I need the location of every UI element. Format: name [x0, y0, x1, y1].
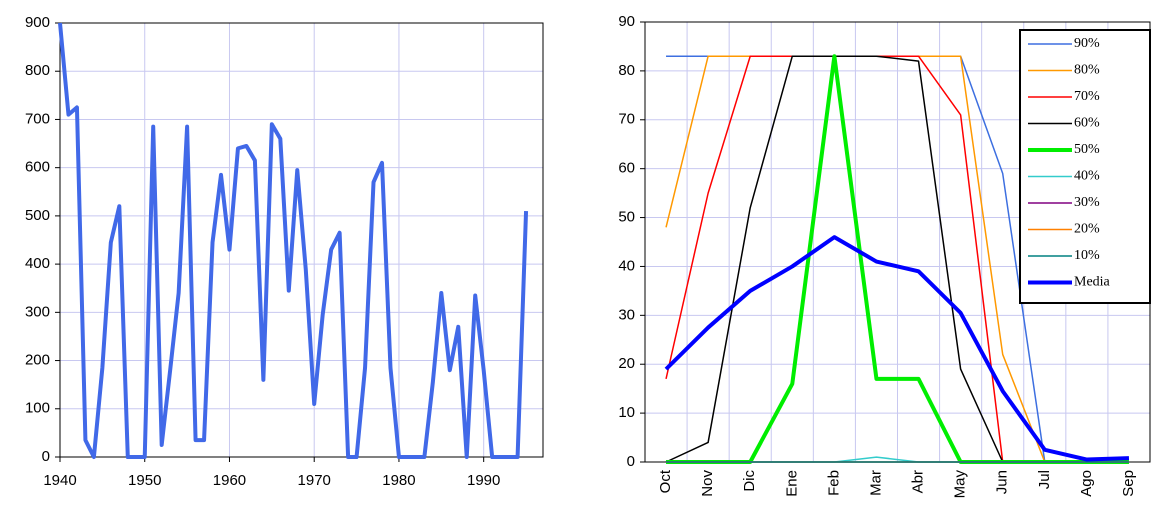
legend-label: 70% — [1074, 89, 1100, 104]
legend-label: 10% — [1074, 248, 1100, 263]
y-tick-label: 90 — [618, 13, 635, 30]
x-tick-label: Ene — [783, 470, 800, 497]
x-tick-label: Sep — [1120, 470, 1137, 497]
x-tick-label: 1950 — [128, 472, 161, 489]
y-tick-label: 300 — [25, 303, 50, 320]
legend-label: Media — [1074, 275, 1111, 290]
x-tick-label: Nov — [699, 470, 716, 497]
data-line — [58, 22, 529, 459]
y-tick-label: 70 — [618, 111, 635, 128]
x-tick-label: Oct — [657, 469, 674, 493]
x-tick-label: 1980 — [382, 472, 415, 489]
y-tick-label: 100 — [25, 400, 50, 417]
x-tick-label: 1940 — [43, 472, 76, 489]
legend-label: 50% — [1074, 142, 1100, 157]
x-tick-label: 1970 — [298, 472, 331, 489]
y-tick-label: 0 — [42, 448, 50, 465]
y-tick-label: 40 — [618, 257, 635, 274]
y-tick-label: 600 — [25, 159, 50, 176]
y-tick-label: 30 — [618, 306, 635, 323]
legend-label: 30% — [1074, 195, 1100, 210]
x-tick-label: 1990 — [467, 472, 500, 489]
y-tick-label: 0 — [627, 453, 635, 470]
plot-border — [59, 22, 544, 458]
y-tick-label: 50 — [618, 209, 635, 226]
legend-box — [1019, 29, 1151, 304]
legend-label: 90% — [1074, 36, 1100, 51]
data-line — [664, 235, 1130, 462]
y-tick-label: 10 — [618, 404, 635, 421]
y-tick-label: 80 — [618, 62, 635, 79]
x-tick-label: Ago — [1078, 470, 1095, 497]
x-tick-label: Mar — [867, 470, 884, 496]
y-tick-label: 60 — [618, 160, 635, 177]
x-tick-label: Jun — [994, 470, 1011, 494]
legend-label: 40% — [1074, 169, 1100, 184]
y-tick-label: 900 — [25, 14, 50, 31]
y-tick-label: 700 — [25, 110, 50, 127]
x-tick-label: Dic — [741, 470, 758, 492]
x-tick-label: Abr — [910, 470, 927, 493]
x-tick-label: May — [952, 470, 969, 499]
x-tick-label: 1960 — [213, 472, 246, 489]
y-tick-label: 800 — [25, 62, 50, 79]
y-tick-label: 500 — [25, 207, 50, 224]
y-tick-label: 200 — [25, 352, 50, 369]
x-tick-label: Feb — [825, 470, 842, 496]
y-tick-label: 400 — [25, 255, 50, 272]
legend-label: 80% — [1074, 63, 1100, 78]
y-tick-label: 20 — [618, 355, 635, 372]
legend-label: 20% — [1074, 222, 1100, 237]
x-tick-label: Jul — [1036, 470, 1053, 489]
legend-label: 60% — [1074, 116, 1100, 131]
